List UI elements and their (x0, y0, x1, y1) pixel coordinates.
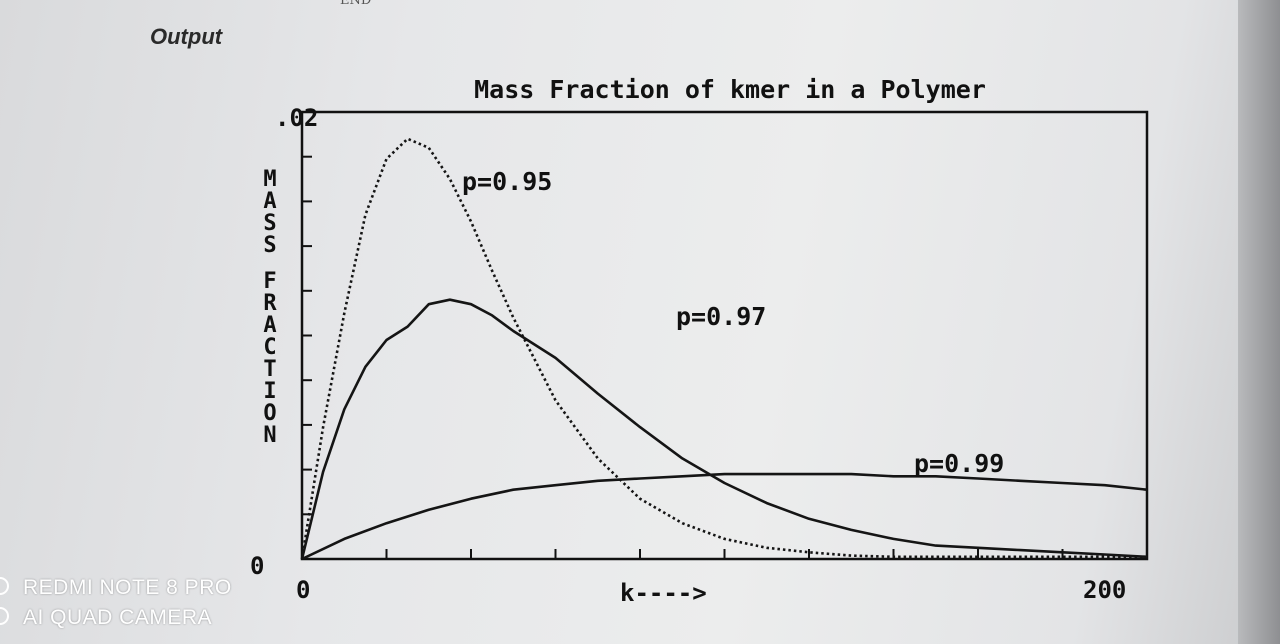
y-axis-label-letter: M (263, 167, 276, 192)
output-heading: Output (150, 24, 223, 49)
y-ticks (302, 155, 312, 516)
y-axis-label-letter: R (263, 291, 277, 316)
y-axis-label-letter: I (263, 379, 276, 404)
y-axis-label-letter: S (263, 233, 276, 258)
annotation-p097: p=0.97 (676, 302, 766, 331)
series-lines (300, 137, 1148, 561)
x-tick-label-min: 0 (296, 576, 310, 604)
y-axis-label-letter: N (263, 423, 276, 448)
y-axis-label-letter: A (263, 313, 276, 338)
page-edge-shadow (1238, 0, 1280, 644)
circle-icon (0, 607, 9, 625)
x-tick-label-max: 200 (1083, 576, 1126, 604)
y-axis-label-letter: F (263, 269, 276, 294)
end-text: END (340, 0, 372, 8)
y-axis-label-letter: S (263, 211, 276, 236)
chart-title: Mass Fraction of kmer in a Polymer (474, 75, 986, 104)
watermark-text-2: AI QUAD CAMERA (23, 606, 213, 629)
annotation-p095: p=0.95 (462, 167, 552, 196)
y-axis-label-letter: C (263, 335, 276, 360)
y-axis-label-letter: A (263, 189, 276, 214)
plot-frame (300, 110, 1149, 561)
y-tick-label-max: .02 (275, 104, 318, 132)
watermark-text-1: REDMI NOTE 8 PRO (23, 576, 232, 599)
camera-watermark-line2: AI QUAD CAMERA (0, 606, 212, 630)
y-tick-label-zero: 0 (250, 552, 264, 580)
y-axis-label-letter: O (263, 401, 276, 426)
circle-icon (0, 577, 9, 595)
series-line-1 (300, 137, 1147, 560)
y-axis-label-letter: T (263, 357, 276, 382)
camera-watermark-line1: REDMI NOTE 8 PRO (0, 576, 232, 600)
x-axis-label: k----> (620, 579, 707, 607)
annotation-p099: p=0.99 (914, 449, 1004, 478)
series-line-2 (300, 298, 1148, 560)
series-line-3 (301, 472, 1148, 561)
